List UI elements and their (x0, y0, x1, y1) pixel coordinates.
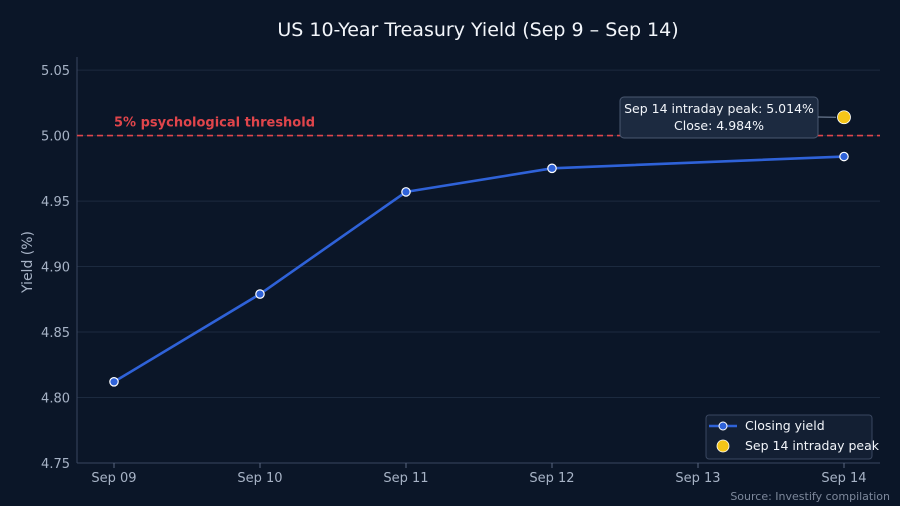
source-note: Source: Investify compilation (730, 490, 890, 503)
closing-yield-point (401, 187, 411, 197)
annotation-line-2: Close: 4.984% (674, 118, 764, 133)
closing-yield-point (255, 289, 265, 299)
closing-yield-point (547, 163, 557, 174)
intraday-peak-point (837, 110, 851, 125)
x-tick-label: Sep 13 (675, 471, 720, 486)
legend-label-peak: Sep 14 intraday peak (745, 438, 880, 453)
y-tick-label: 4.85 (41, 326, 70, 341)
y-tick-label: 4.95 (41, 195, 70, 210)
peak-annotation: Sep 14 intraday peak: 5.014% Close: 4.98… (619, 96, 837, 139)
y-tick-label: 4.80 (41, 392, 70, 407)
x-tick-label: Sep 09 (91, 471, 136, 486)
x-tick-label: Sep 10 (237, 471, 282, 486)
legend: Closing yield Sep 14 intraday peak (705, 414, 880, 460)
x-tick-label: Sep 14 (821, 471, 866, 486)
y-tick-label: 5.05 (41, 64, 70, 79)
legend-box (705, 414, 873, 460)
legend-label-closing: Closing yield (745, 418, 825, 433)
annotation-line-1: Sep 14 intraday peak: 5.014% (624, 101, 814, 116)
y-tick-label: 5.00 (41, 130, 70, 145)
series (109, 110, 851, 387)
y-axis-label: Yield (%) (20, 231, 36, 294)
legend-marker-peak-icon (716, 439, 730, 453)
closing-yield-line (113, 155, 845, 383)
closing-yield-point (839, 151, 849, 162)
legend-marker-closing-icon (718, 421, 728, 431)
x-tick-label: Sep 12 (529, 471, 574, 486)
x-tick-label: Sep 11 (383, 471, 428, 486)
threshold-label: 5% psychological threshold (114, 116, 315, 131)
chart-title: US 10-Year Treasury Yield (Sep 9 – Sep 1… (277, 19, 678, 41)
y-tick-label: 4.75 (41, 457, 70, 472)
y-tick-label: 4.90 (41, 261, 70, 276)
threshold: 5% psychological threshold (77, 116, 880, 137)
axes: 4.75 4.80 4.85 4.90 4.95 5.00 5.05 Sep 09 Sep 10… (41, 57, 880, 486)
closing-yield-point (109, 376, 119, 387)
